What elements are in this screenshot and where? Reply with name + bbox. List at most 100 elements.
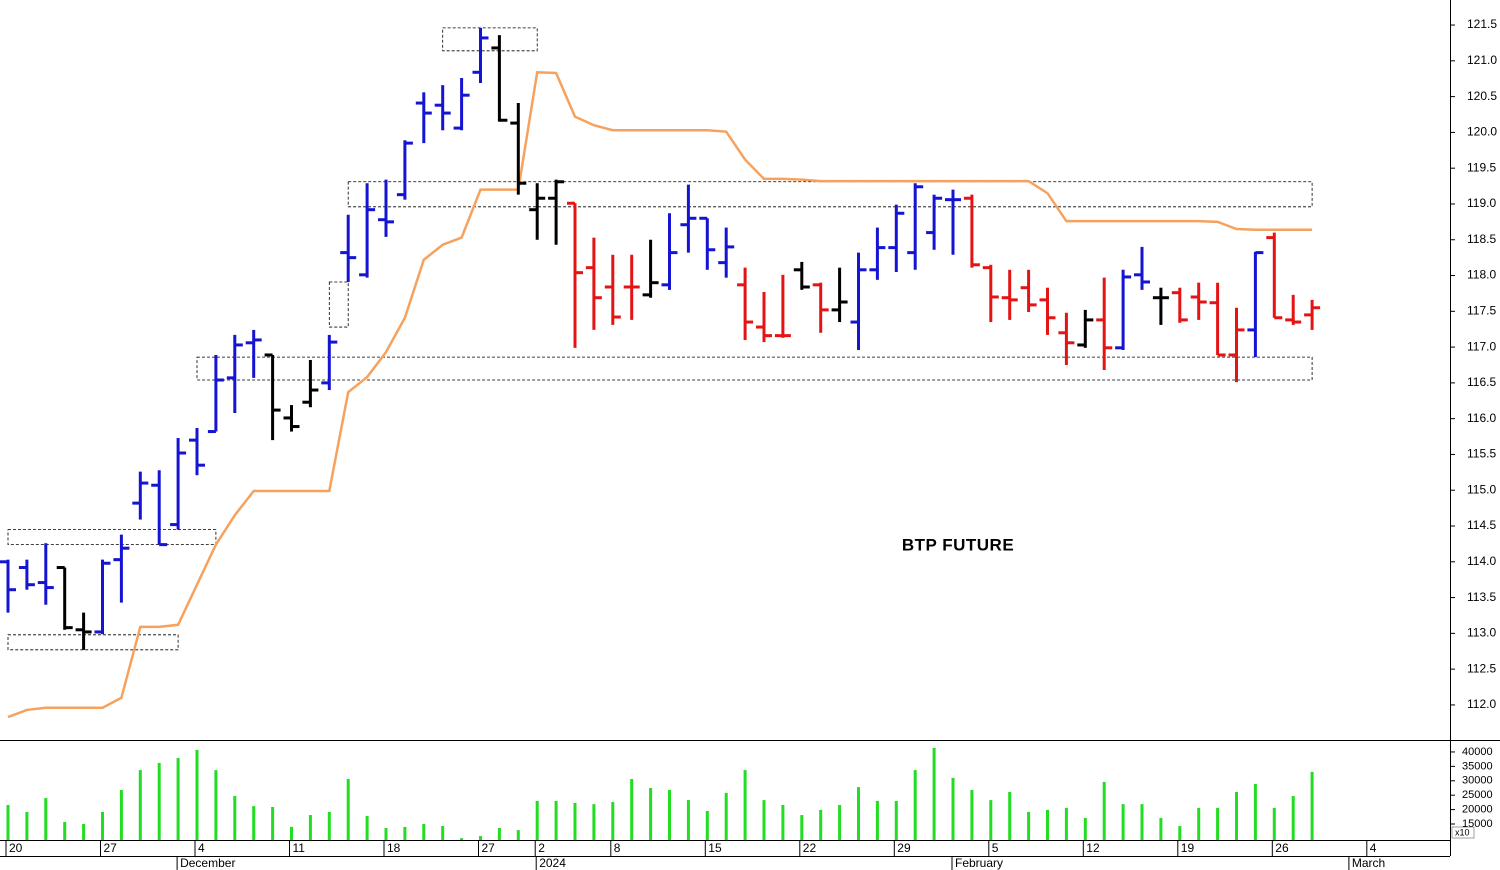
volume-bar xyxy=(1102,781,1106,840)
y-tick-label: 121.5 xyxy=(1467,17,1497,31)
y-tick-label: 120.0 xyxy=(1467,125,1497,139)
volume-bar xyxy=(668,789,671,840)
volume-bar xyxy=(1008,792,1012,840)
zone xyxy=(442,27,538,52)
volume-tick-label: 35000 xyxy=(1462,760,1493,772)
zone xyxy=(328,281,349,328)
y-tick-label: 120.5 xyxy=(1467,89,1497,103)
volume-bar xyxy=(290,826,293,840)
volume-bar xyxy=(1216,807,1220,840)
volume-bar xyxy=(573,802,577,840)
volume-bar xyxy=(1310,771,1314,840)
volume-bar xyxy=(781,804,785,840)
volume-bar xyxy=(441,826,445,840)
volume-bar xyxy=(1027,811,1031,840)
volume-bar xyxy=(25,811,29,840)
x-tick-label: 4 xyxy=(1370,841,1377,855)
y-tick-label: 118.5 xyxy=(1467,232,1496,246)
volume-bar xyxy=(44,798,48,840)
volume-bar xyxy=(157,762,161,840)
x-tick-label: 15 xyxy=(708,841,722,855)
x-tick-label: 26 xyxy=(1275,841,1289,855)
volume-bar xyxy=(1253,783,1257,840)
volume-bar xyxy=(1046,809,1049,840)
volume-tick-label: 30000 xyxy=(1462,775,1493,787)
chart-title: BTP FUTURE xyxy=(902,535,1014,554)
volume-bar xyxy=(101,811,104,840)
volume-bar xyxy=(63,821,67,840)
volume-bar xyxy=(913,770,917,840)
volume-bar xyxy=(535,800,539,840)
volume-bar xyxy=(1121,804,1125,840)
y-tick-label: 115.0 xyxy=(1467,482,1496,496)
y-tick-label: 115.5 xyxy=(1467,447,1496,461)
zone xyxy=(196,356,1313,381)
volume-bar xyxy=(365,815,369,840)
volume-bar xyxy=(176,758,180,840)
volume-bar xyxy=(932,747,936,840)
volume-bar xyxy=(384,828,388,840)
y-tick-label: 117.5 xyxy=(1467,303,1496,317)
x-tick-label: 12 xyxy=(1086,841,1100,855)
zone xyxy=(7,529,217,546)
volume-tick-label: 15000 xyxy=(1462,818,1493,830)
volume-bar xyxy=(308,815,312,840)
y-tick-label: 114.0 xyxy=(1467,554,1496,568)
volume-bar xyxy=(649,787,653,840)
volume-bar xyxy=(875,800,879,840)
y-tick-label: 113.5 xyxy=(1467,590,1496,604)
y-tick-label: 113.0 xyxy=(1467,626,1496,640)
y-tick-label: 116.5 xyxy=(1467,375,1496,389)
volume-bar xyxy=(630,779,634,840)
zone xyxy=(7,634,179,651)
x-tick-label: 27 xyxy=(482,841,496,855)
volume-bar xyxy=(554,800,558,840)
volume-bar xyxy=(705,811,709,840)
x-tick-label: 27 xyxy=(104,841,118,855)
volume-bar xyxy=(346,779,350,840)
volume-bar xyxy=(989,800,993,840)
x-tick-label: 20 xyxy=(9,841,23,855)
x-tick-label: 5 xyxy=(992,841,999,855)
volume-bar xyxy=(951,777,955,840)
y-tick-label: 112.5 xyxy=(1467,661,1496,675)
volume-bar xyxy=(970,789,974,840)
volume-bar xyxy=(838,804,842,840)
volume-bar xyxy=(1272,807,1276,840)
x-tick-label: 22 xyxy=(803,841,817,855)
volume-bar xyxy=(894,800,898,840)
volume-bar xyxy=(252,806,256,840)
volume-bar xyxy=(1140,804,1144,840)
month-label: February xyxy=(955,856,1003,870)
volume-bar xyxy=(422,824,426,840)
volume-bar xyxy=(800,815,804,840)
volume-bar xyxy=(1083,817,1087,840)
volume-bar xyxy=(1197,807,1201,840)
volume-bar xyxy=(592,804,596,840)
month-label: March xyxy=(1352,856,1385,870)
x-tick-label: 29 xyxy=(897,841,911,855)
volume-bar xyxy=(271,807,275,840)
y-tick-label: 118.0 xyxy=(1467,268,1496,282)
x-tick-label: 8 xyxy=(614,841,621,855)
volume-bar xyxy=(6,804,10,840)
volume-bar xyxy=(1178,826,1182,840)
volume-bar xyxy=(743,770,747,840)
month-label: 2024 xyxy=(539,856,566,870)
zone xyxy=(347,181,1313,208)
volume-bar xyxy=(724,792,728,840)
y-tick-label: 114.5 xyxy=(1467,518,1496,532)
volume-bar xyxy=(1235,792,1238,840)
y-tick-label: 119.0 xyxy=(1467,196,1496,210)
volume-bar xyxy=(119,789,123,840)
volume-bar xyxy=(857,787,860,840)
volume-tick-label: 40000 xyxy=(1462,746,1493,758)
month-label: December xyxy=(180,856,235,870)
y-tick-label: 116.0 xyxy=(1467,411,1496,425)
y-tick-label: 121.0 xyxy=(1467,53,1497,67)
volume-bar xyxy=(686,800,690,840)
y-tick-label: 117.0 xyxy=(1467,339,1496,353)
volume-bar xyxy=(497,828,501,840)
x-tick-label: 4 xyxy=(198,841,205,855)
